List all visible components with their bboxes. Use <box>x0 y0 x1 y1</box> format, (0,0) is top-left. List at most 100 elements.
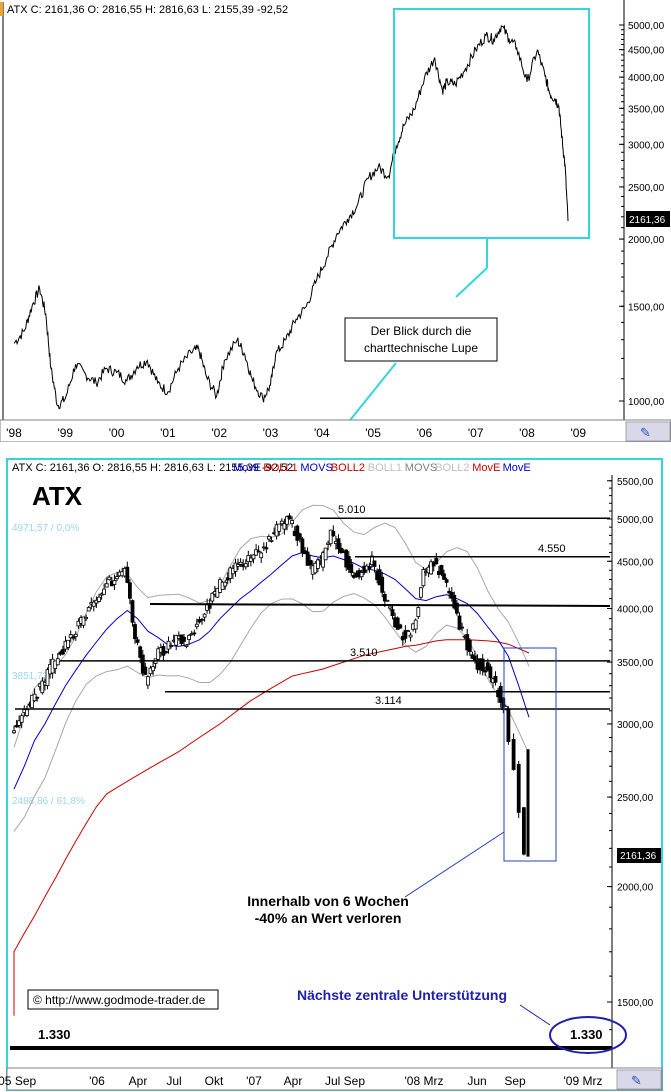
candle-body <box>498 686 503 703</box>
top-pencil-button[interactable] <box>625 421 671 442</box>
fib-label: 4971,57 / 0,0% <box>12 523 79 534</box>
top-y-tick-label: 4000,00 <box>628 73 665 84</box>
legend-item: MovE <box>233 462 261 474</box>
candle-body <box>416 607 421 617</box>
candle-body <box>277 523 282 532</box>
copyright-box <box>27 989 219 1010</box>
level-label-right: 1.330 <box>570 1027 603 1042</box>
candle-body <box>388 606 392 609</box>
candle-body <box>403 630 408 639</box>
candle-body <box>163 650 168 654</box>
candle-body <box>408 634 413 638</box>
candle-body <box>421 569 426 587</box>
bottom-x-tick-label: '08 Mrz <box>405 1074 444 1088</box>
candle-body <box>413 619 418 630</box>
level-label: 4.550 <box>538 543 566 555</box>
candle-body <box>84 617 88 620</box>
bottom-x-tick-label: Jul <box>166 1074 181 1088</box>
candle-body <box>115 576 119 580</box>
candle-body <box>55 658 60 666</box>
candle-body <box>287 515 292 520</box>
candle-body <box>194 623 199 628</box>
top-x-tick-label: '07 <box>468 426 484 440</box>
top-x-tick-label: '00 <box>109 426 125 440</box>
level-label: 3.114 <box>375 695 402 707</box>
candle-body <box>81 616 86 626</box>
candle-body <box>156 648 161 660</box>
candle-body <box>511 739 516 770</box>
candle-body <box>61 649 65 655</box>
candle-body <box>66 639 70 648</box>
level-label: 5.010 <box>338 504 366 516</box>
candle-body <box>328 529 333 545</box>
top-last-price-box <box>626 211 670 227</box>
support-resistance-levels: 5.010 4.550 3.510 3.114 1.330 1.330 <box>10 504 612 1050</box>
candle-body <box>483 670 488 673</box>
candle-body <box>315 559 320 569</box>
candle-body <box>339 547 343 553</box>
candle-body <box>295 525 300 541</box>
candle-body <box>442 573 446 580</box>
candle-body <box>457 615 462 630</box>
top-y-tick-label: 2000,00 <box>628 235 665 246</box>
top-y-tick-label: 3500,00 <box>628 104 665 115</box>
candle-body <box>104 583 109 588</box>
candle-body <box>444 579 449 583</box>
top-y-tick-label: 2500,00 <box>628 183 665 194</box>
legend-item: MOVS <box>300 462 332 474</box>
candle-body <box>248 557 253 562</box>
legend-item: BOLL2 <box>435 462 469 474</box>
bottom-x-tick-label: '05 Sep <box>0 1074 36 1088</box>
candle-body <box>488 666 493 679</box>
candle-body <box>406 630 410 632</box>
candle-body <box>431 562 436 567</box>
top-chart: ATX C: 2161,36 O: 2816,55 H: 2816,63 L: … <box>0 0 671 461</box>
bottom-y-tick-label: 1500,00 <box>617 998 654 1009</box>
candle-body <box>35 696 40 699</box>
candle-body <box>200 618 204 621</box>
candle-body <box>285 516 289 525</box>
top-x-tick-label: '99 <box>57 426 73 440</box>
bottom-pencil-button[interactable] <box>616 1069 662 1090</box>
top-y-tick-label: 3000,00 <box>628 140 665 151</box>
top-x-tick-label: '08 <box>519 426 535 440</box>
candle-body <box>138 646 143 658</box>
candle-body <box>493 676 498 683</box>
candle-body <box>223 581 228 587</box>
candle-body <box>522 807 526 855</box>
bottom-x-axis-bar <box>6 1067 663 1091</box>
bollinger-lower <box>13 592 530 832</box>
candle-body <box>102 588 106 595</box>
drop-text-line-1: Innerhalb von 6 Wochen <box>247 893 409 909</box>
bottom-x-tick-label: Sep <box>504 1074 526 1088</box>
candle-body <box>480 658 485 672</box>
candle-body <box>382 594 387 602</box>
top-x-tick-label: '01 <box>160 426 176 440</box>
candle-body <box>133 624 137 640</box>
candle-body <box>73 633 78 637</box>
candle-body <box>140 654 145 674</box>
candle-body <box>97 596 101 602</box>
candle-body <box>91 601 96 607</box>
candle-body <box>506 708 511 742</box>
candle-body <box>187 635 192 640</box>
fib-label: 2488,86 / 61,8% <box>12 796 85 807</box>
annotation-line-1: Der Blick durch die <box>371 324 472 338</box>
candle-body <box>184 644 189 648</box>
top-y-ticks: 1000,00 1500,00 2000,00 2500,00 3000,00 3500,… <box>619 21 665 408</box>
candle-body <box>14 725 19 728</box>
top-x-tick-label: '98 <box>6 426 22 440</box>
candle-body <box>452 594 457 609</box>
candle-body <box>40 680 45 694</box>
candle-body <box>336 538 341 550</box>
candle-body <box>349 563 354 574</box>
resistance-trendline <box>149 603 611 607</box>
candle-body <box>45 669 50 687</box>
candle-body <box>19 715 24 723</box>
support-text: Nächste zentrale Unterstützung <box>297 987 507 1003</box>
bottom-chart-header: ATX C: 2161,36 O: 2816,55 H: 2816,63 L: … <box>12 462 293 474</box>
pencil-icon: ✎ <box>631 1074 642 1089</box>
candle-body <box>251 554 256 560</box>
top-x-tick-label: '04 <box>314 426 330 440</box>
